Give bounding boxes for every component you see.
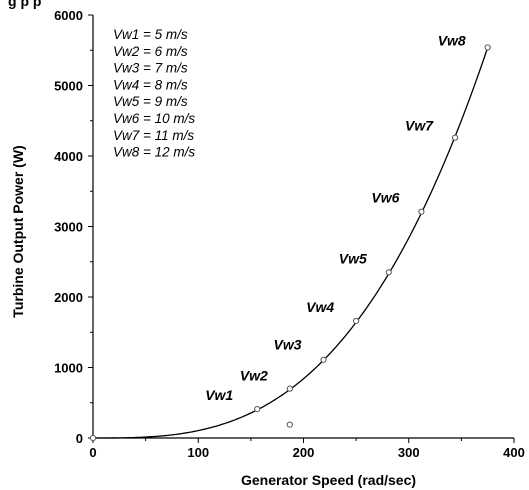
data-point-vw6 bbox=[418, 208, 425, 215]
legend-entry: Vw6 = 10 m/s bbox=[113, 111, 195, 126]
x-tick-label: 300 bbox=[398, 445, 420, 460]
legend-entry: Vw3 = 7 m/s bbox=[113, 61, 188, 76]
points-group bbox=[89, 44, 491, 442]
point-label-vw7: Vw7 bbox=[405, 118, 434, 134]
legend-entry: Vw4 = 8 m/s bbox=[113, 77, 188, 92]
y-tick-label: 6000 bbox=[54, 8, 83, 23]
data-point-vw4 bbox=[353, 317, 360, 325]
y-tick-label: 2000 bbox=[54, 290, 83, 305]
axes-group: 0 1000 2000 3000 4000 5000 6000 0 100 200 300 400 bbox=[54, 8, 525, 460]
x-axis-title: Generator Speed (rad/sec) bbox=[241, 472, 416, 488]
y-tick-label: 3000 bbox=[54, 220, 83, 235]
extra-data-point bbox=[286, 421, 293, 428]
legend-entry: Vw1 = 5 m/s bbox=[113, 27, 188, 42]
y-tick-label: 4000 bbox=[54, 149, 83, 164]
point-label-vw4: Vw4 bbox=[306, 299, 334, 315]
y-axis-title: Turbine Output Power (W) bbox=[10, 145, 26, 317]
legend-entry: Vw5 = 9 m/s bbox=[113, 94, 188, 109]
x-tick-label: 0 bbox=[89, 445, 96, 460]
y-tick-label: 0 bbox=[76, 431, 83, 446]
legend-entry: Vw8 = 12 m/s bbox=[113, 145, 195, 160]
point-label-vw6: Vw6 bbox=[371, 190, 399, 206]
point-labels-group: Vw1 Vw2 Vw3 Vw4 Vw5 Vw6 Vw7 Vw8 bbox=[205, 32, 466, 403]
point-label-vw1: Vw1 bbox=[205, 387, 233, 403]
data-point-vw1 bbox=[254, 405, 261, 413]
point-label-vw3: Vw3 bbox=[273, 337, 301, 353]
legend-entry: Vw7 = 11 m/s bbox=[113, 128, 194, 143]
data-point-vw5 bbox=[385, 269, 392, 276]
point-label-vw5: Vw5 bbox=[339, 250, 367, 266]
x-tick-label: 400 bbox=[503, 445, 525, 460]
legend-entry: Vw2 = 6 m/s bbox=[113, 44, 188, 59]
data-point-vw7 bbox=[451, 134, 459, 141]
extra-data-point bbox=[89, 434, 97, 442]
y-tick-label: 5000 bbox=[54, 79, 83, 94]
x-tick-label: 100 bbox=[187, 445, 209, 460]
x-tick-label: 200 bbox=[293, 445, 315, 460]
data-point-vw2 bbox=[286, 385, 293, 392]
data-point-vw8 bbox=[484, 44, 491, 51]
y-tick-label: 1000 bbox=[54, 361, 83, 376]
top-cut-text: g p p bbox=[8, 0, 41, 9]
point-label-vw8: Vw8 bbox=[438, 32, 466, 48]
data-point-vw3 bbox=[320, 356, 327, 363]
point-label-vw2: Vw2 bbox=[240, 368, 268, 384]
